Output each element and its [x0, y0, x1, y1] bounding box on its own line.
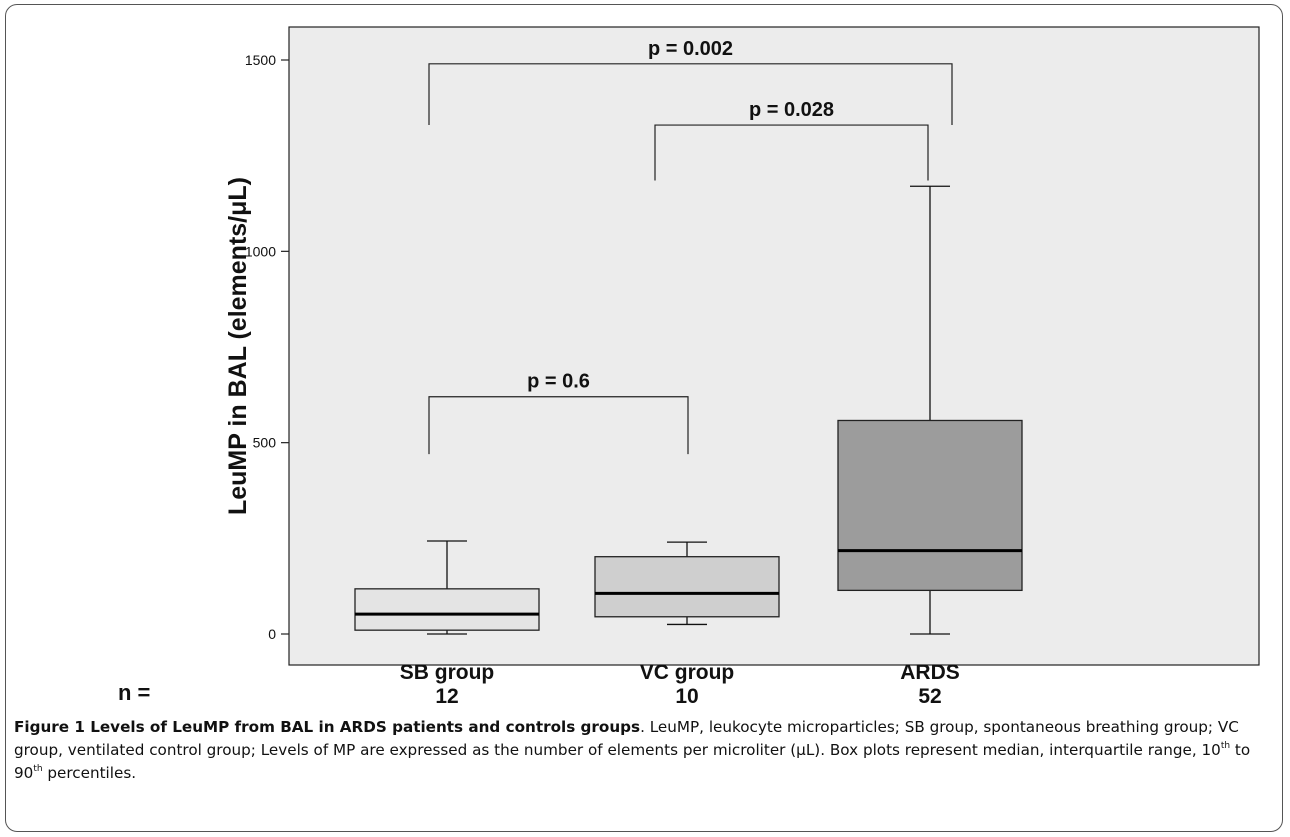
caption-title: Figure 1 Levels of LeuMP from BAL in ARD…	[14, 718, 641, 736]
caption-body-2: to 90	[14, 741, 1251, 782]
count-label-1: 12	[435, 685, 458, 708]
count-label-3: 52	[918, 685, 941, 708]
caption-body-3: percentiles.	[42, 764, 137, 782]
y-tick-label-2: 1000	[245, 243, 276, 259]
bracket-1: p = 0.6	[428, 371, 689, 455]
bracket-line-3	[428, 63, 953, 126]
bracket-3: p = 0.002	[428, 38, 953, 126]
caption-body-1: . LeuMP, leukocyte microparticles; SB gr…	[14, 718, 1239, 759]
box-2	[594, 541, 780, 626]
p-value-label-2: p = 0.028	[749, 99, 834, 121]
p-value-label-3: p = 0.002	[648, 38, 733, 60]
category-label-3: ARDS	[900, 661, 960, 684]
iqr-box-3	[837, 419, 1023, 592]
significance-brackets: p = 0.6 p = 0.028 p = 0.002	[428, 38, 953, 455]
n-label: n =	[118, 680, 150, 705]
category-label-2: VC group	[640, 661, 735, 684]
p-value-label-1: p = 0.6	[527, 371, 590, 393]
figure-caption: Figure 1 Levels of LeuMP from BAL in ARD…	[14, 716, 1276, 785]
box-3	[837, 185, 1023, 635]
caption-sup-2: th	[33, 763, 43, 774]
y-tick-label-3: 1500	[245, 52, 276, 68]
y-tick-label-1: 500	[253, 435, 277, 451]
bracket-2: p = 0.028	[654, 99, 929, 181]
y-axis-label: LeuMP in BAL (elements/μL)	[224, 177, 252, 515]
caption-sup-1: th	[1220, 740, 1231, 751]
bracket-line-1	[428, 396, 689, 455]
boxes	[354, 185, 1023, 635]
y-tick-label-0: 0	[268, 626, 276, 642]
count-label-2: 10	[675, 685, 698, 708]
category-label-1: SB group	[400, 661, 495, 684]
iqr-box-1	[354, 588, 540, 631]
bracket-line-2	[654, 124, 929, 181]
y-axis: 0 500 1000 1500	[245, 52, 289, 642]
box-1	[354, 540, 540, 635]
iqr-box-2	[594, 556, 780, 618]
